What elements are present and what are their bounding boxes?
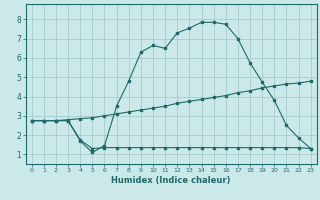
X-axis label: Humidex (Indice chaleur): Humidex (Indice chaleur): [111, 176, 231, 185]
